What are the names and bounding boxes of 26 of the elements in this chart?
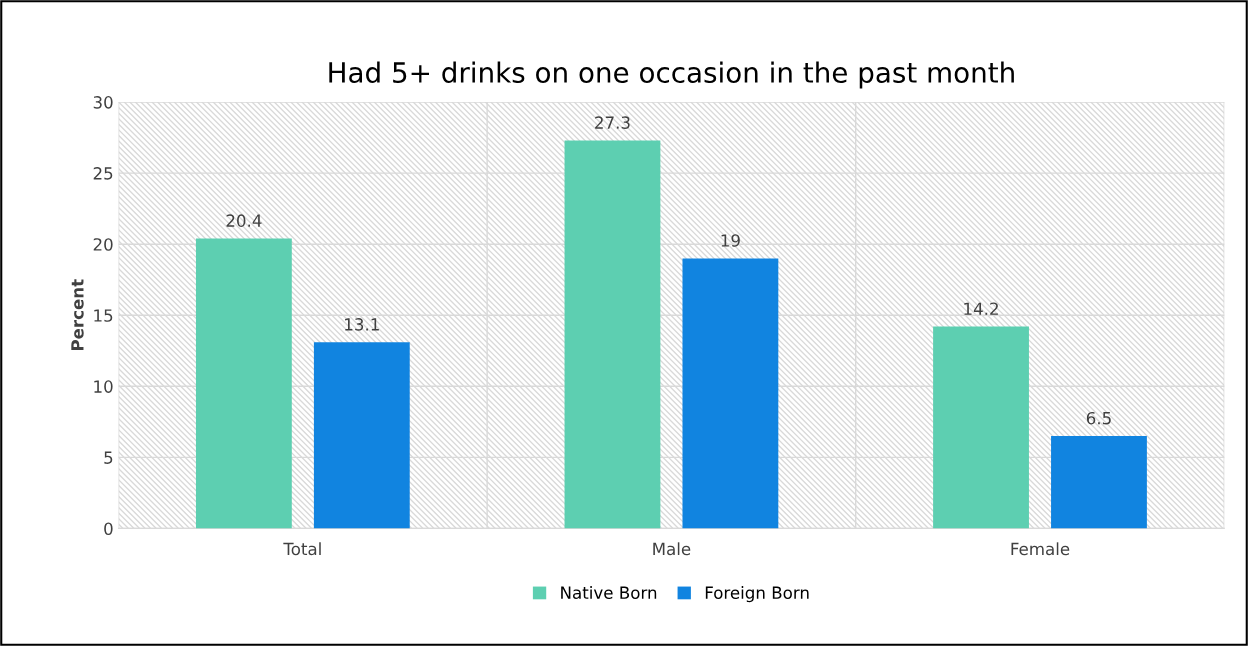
- data-label: 6.5: [1086, 411, 1111, 425]
- bar: [682, 258, 779, 529]
- data-label: 19: [721, 234, 740, 247]
- data-label: 20.4: [226, 214, 262, 227]
- x-tick-label: Male: [653, 542, 691, 556]
- y-tick-label: 0: [104, 522, 113, 535]
- y-tick-label: 20: [93, 238, 113, 251]
- legend-label: Native Born: [561, 586, 657, 599]
- y-axis-title: Percent: [71, 279, 84, 351]
- x-tick-label: Female: [1011, 542, 1070, 556]
- bar: [313, 342, 410, 529]
- y-tick-label: 25: [93, 167, 113, 180]
- y-tick-label: 10: [94, 380, 113, 393]
- bar: [564, 140, 661, 529]
- y-tick-label: 5: [104, 451, 113, 464]
- chart-title: Had 5+ drinks on one occasion in the past month: [329, 61, 1014, 89]
- y-tick-label: 15: [94, 309, 113, 322]
- y-tick-label: 30: [93, 96, 113, 109]
- bar: [933, 326, 1029, 529]
- bar: [195, 238, 292, 529]
- legend-label: Foreign Born: [705, 586, 809, 603]
- data-label: 14.2: [964, 302, 998, 315]
- x-tick-label: Total: [283, 542, 321, 556]
- data-label: 27.3: [595, 116, 630, 129]
- data-label: 13.1: [345, 318, 379, 331]
- bar: [1051, 436, 1147, 529]
